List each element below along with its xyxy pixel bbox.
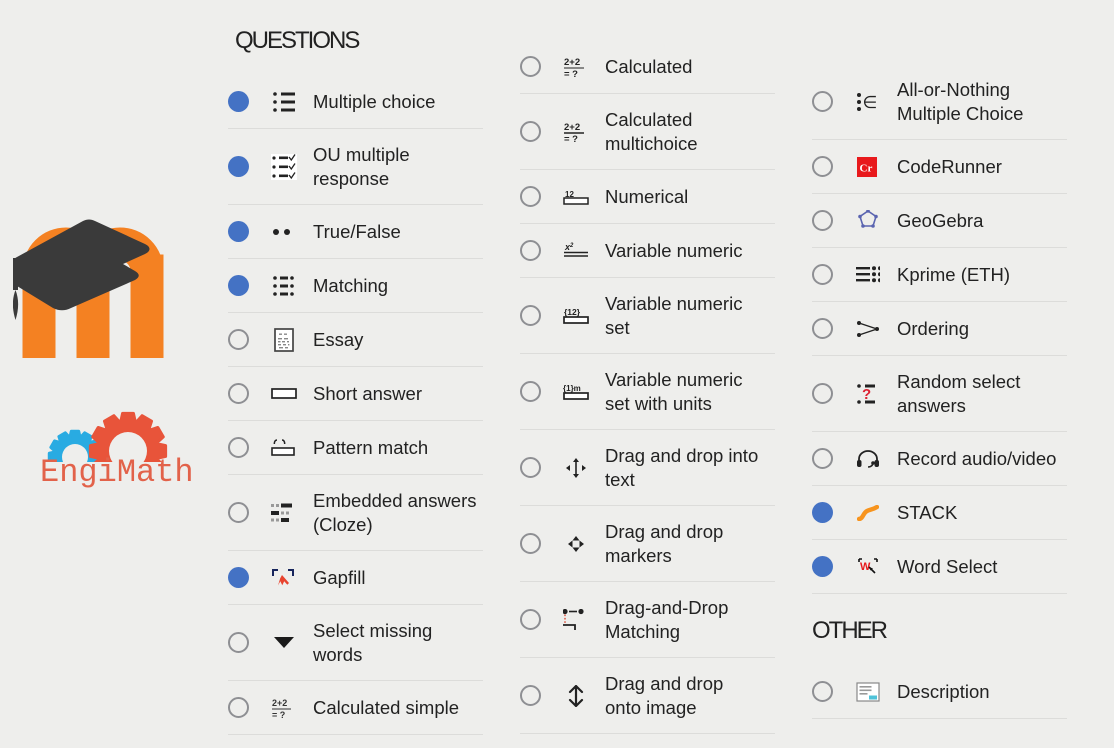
svg-text:x2: x2 [564, 242, 574, 252]
svg-text:{1}m: {1}m [563, 384, 581, 393]
svg-text:= ?: = ? [272, 710, 285, 719]
svg-text:2+2: 2+2 [272, 698, 287, 708]
svg-text:{12}: {12} [564, 307, 581, 317]
svg-text:= ?: = ? [564, 69, 578, 78]
svg-text:= ?: = ? [564, 134, 578, 143]
svg-text:∈: ∈ [863, 93, 878, 112]
svg-text:?: ? [862, 386, 871, 403]
svg-text:2+2: 2+2 [564, 57, 580, 68]
svg-text:2+2: 2+2 [564, 122, 580, 133]
svg-text:Cr: Cr [860, 162, 873, 174]
